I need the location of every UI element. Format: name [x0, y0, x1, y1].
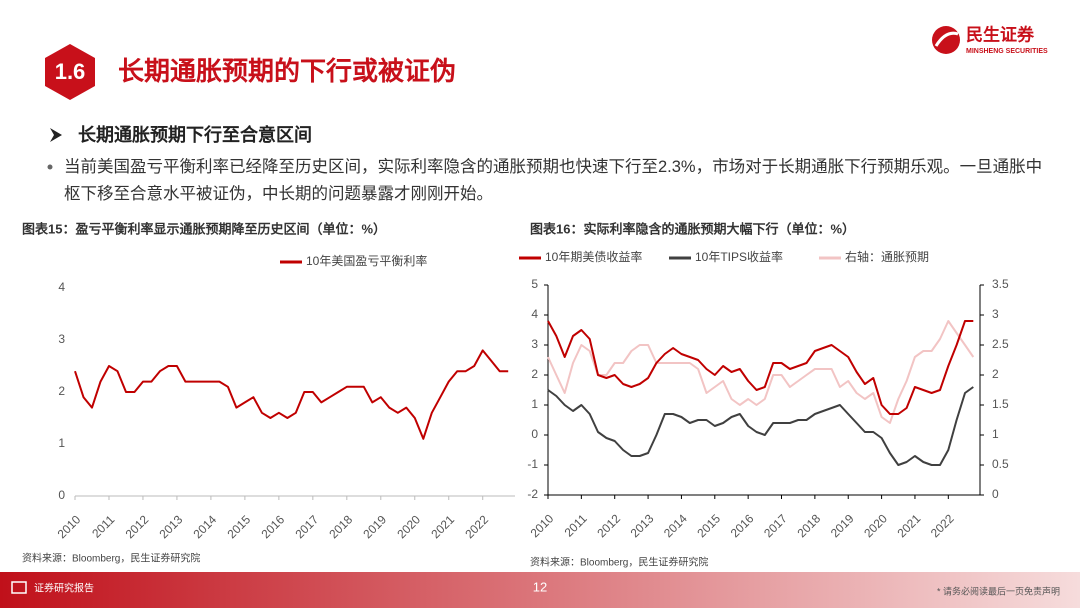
footer-left: 证券研究报告 [34, 582, 94, 595]
subtitle: 长期通胀预期下行至合意区间 [78, 124, 312, 145]
slide-title: 长期通胀预期的下行或被证伪 [118, 56, 456, 86]
arrow-bullet [50, 128, 62, 142]
logo-swoosh [934, 31, 959, 47]
footer-right: * 请务必阅读最后一页免责声明 [937, 585, 1060, 596]
page-number: 12 [533, 579, 547, 594]
bullet-text: 当前美国盈亏平衡利率已经降至历史区间，实际利率隐含的通胀预期也快速下行至2.3%… [64, 158, 1043, 203]
footer-bar [0, 572, 1080, 608]
section-badge [45, 44, 95, 100]
logo-icon [932, 26, 960, 54]
dot-bullet [47, 164, 53, 170]
logo-text: 民生证券 [966, 24, 1035, 44]
section-number: 1.6 [55, 59, 86, 84]
logo-en: MINSHENG SECURITIES [966, 48, 1048, 55]
footer-icon [11, 581, 27, 594]
